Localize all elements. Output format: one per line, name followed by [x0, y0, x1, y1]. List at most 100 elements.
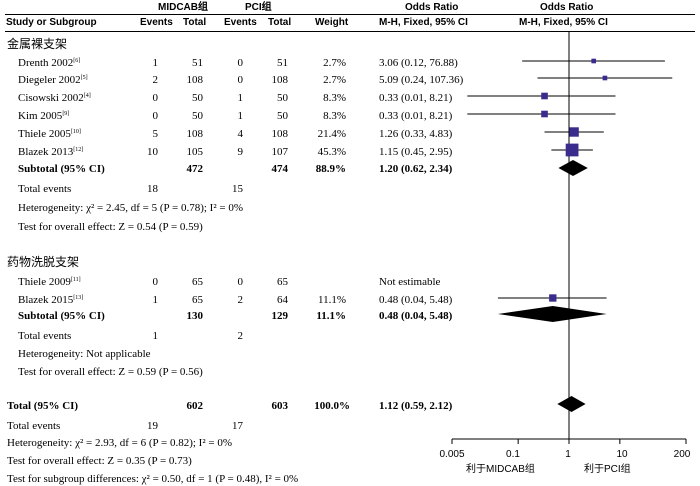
pooled-diamond	[557, 396, 586, 412]
subtotal-or-ci: 1.20 (0.62, 2.34)	[379, 163, 453, 175]
events-1: 1	[152, 294, 159, 306]
header-rule-bottom	[5, 31, 695, 32]
events-2: 2	[237, 294, 244, 306]
overall-effect-text: Test for overall effect: Z = 0.54 (P = 0…	[18, 221, 203, 233]
col-header-group2: PCI组	[245, 2, 272, 13]
weight: 8.3%	[323, 110, 346, 122]
col-header-or-title: Odds Ratio	[405, 2, 459, 13]
weight: 2.7%	[323, 74, 346, 86]
or-ci: 0.33 (0.01, 8.21)	[379, 110, 453, 122]
weight: 45.3%	[317, 146, 346, 158]
total-2: 50	[277, 92, 288, 104]
total-label: Total (95% CI)	[7, 400, 79, 412]
study-name: Thiele 2005[10]	[18, 128, 81, 140]
study-name: Blazek 2015[13]	[18, 294, 84, 306]
favours-midcab-label: 利于MIDCAB组	[466, 464, 535, 475]
or-ci: 1.26 (0.33, 4.83)	[379, 128, 453, 140]
total-1: 50	[192, 110, 203, 122]
plot-header-title: Odds Ratio	[540, 2, 594, 13]
study-marker	[591, 58, 597, 64]
study-marker	[549, 294, 557, 302]
or-ci: 1.15 (0.45, 2.95)	[379, 146, 453, 158]
subtotal-total-1: 130	[186, 310, 204, 322]
or-ci: 3.06 (0.12, 76.88)	[379, 57, 458, 69]
total-2: 65	[277, 276, 288, 288]
total-events-2: 2	[237, 330, 244, 342]
subtotal-weight: 11.1%	[316, 310, 346, 322]
grand-total-events-label: Total events	[7, 420, 61, 432]
total-1: 65	[192, 276, 203, 288]
total-2: 107	[271, 146, 289, 158]
axis-tick-label: 0.1	[506, 449, 520, 460]
study-marker	[565, 143, 579, 157]
or-ci: 5.09 (0.24, 107.36)	[379, 74, 464, 86]
col-header-events1: Events	[140, 17, 173, 28]
subtotal-total-2: 474	[271, 163, 289, 175]
events-2: 1	[237, 92, 244, 104]
subgroup-differences-text: Test for subgroup differences: χ² = 0.50…	[7, 473, 299, 485]
events-1: 2	[152, 74, 159, 86]
total-events-2: 15	[232, 183, 243, 195]
events-1: 10	[147, 146, 158, 158]
subtotal-label: Subtotal (95% CI)	[18, 163, 105, 175]
axis-tick-label: 0.005	[439, 449, 465, 460]
plot-header-method: M-H, Fixed, 95% CI	[519, 17, 608, 28]
total-2: 108	[271, 128, 289, 140]
col-header-study: Study or Subgroup	[6, 17, 97, 28]
weight: 11.1%	[317, 294, 346, 306]
col-header-weight: Weight	[315, 17, 349, 28]
total-weight: 100.0%	[314, 400, 350, 412]
pooled-diamond	[558, 160, 588, 176]
events-2: 1	[237, 110, 244, 122]
total-2: 51	[277, 57, 288, 69]
study-name: Diegeler 2002[5]	[18, 74, 88, 86]
study-marker	[569, 127, 579, 137]
total-1: 105	[186, 146, 204, 158]
grand-heterogeneity-text: Heterogeneity: χ² = 2.93, df = 6 (P = 0.…	[7, 437, 232, 449]
study-name: Drenth 2002[6]	[18, 57, 81, 69]
heterogeneity-text: Heterogeneity: Not applicable	[18, 348, 151, 360]
total-events-label: Total events	[18, 330, 72, 342]
header-rule-top	[5, 14, 695, 15]
events-2: 9	[237, 146, 244, 158]
total-1: 51	[192, 57, 203, 69]
study-name: Kim 2005[9]	[18, 110, 70, 122]
axis-tick-label: 1	[565, 449, 571, 460]
subtotal-weight: 88.9%	[315, 163, 346, 175]
or-ci: 0.48 (0.04, 5.48)	[379, 294, 453, 306]
events-2: 4	[237, 128, 244, 140]
or-ci: Not estimable	[379, 276, 441, 288]
total-1: 50	[192, 92, 203, 104]
grand-overall-effect-text: Test for overall effect: Z = 0.35 (P = 0…	[7, 455, 192, 467]
events-2: 0	[237, 276, 244, 288]
favours-pci-label: 利于PCI组	[584, 464, 631, 475]
events-1: 5	[152, 128, 159, 140]
total-events-1: 18	[147, 183, 158, 195]
subtotal-total-1: 472	[186, 163, 204, 175]
subtotal-total-2: 129	[271, 310, 289, 322]
events-1: 0	[152, 276, 159, 288]
total-1: 65	[192, 294, 203, 306]
total-2: 50	[277, 110, 288, 122]
grand-total-events-1: 19	[147, 420, 158, 432]
or-ci: 0.33 (0.01, 8.21)	[379, 92, 453, 104]
weight: 8.3%	[323, 92, 346, 104]
col-header-or-method: M-H, Fixed, 95% CI	[379, 17, 468, 28]
study-marker	[602, 75, 608, 81]
grand-total-events-2: 17	[232, 420, 243, 432]
subgroup-title-drug-eluting: 药物洗脱支架	[7, 255, 80, 269]
heterogeneity-text: Heterogeneity: χ² = 2.45, df = 5 (P = 0.…	[18, 202, 243, 214]
col-header-events2: Events	[224, 17, 257, 28]
total-or-ci: 1.12 (0.59, 2.12)	[379, 400, 453, 412]
col-header-total1: Total	[183, 17, 207, 28]
events-1: 1	[152, 57, 159, 69]
pooled-diamond	[497, 306, 607, 322]
study-name: Blazek 2013[12]	[18, 146, 84, 158]
subgroup-title-bare-metal: 金属裸支架	[7, 37, 68, 51]
events-2: 0	[237, 74, 244, 86]
axis-tick-label: 200	[673, 449, 691, 460]
study-marker	[541, 92, 548, 100]
weight: 2.7%	[323, 57, 346, 69]
